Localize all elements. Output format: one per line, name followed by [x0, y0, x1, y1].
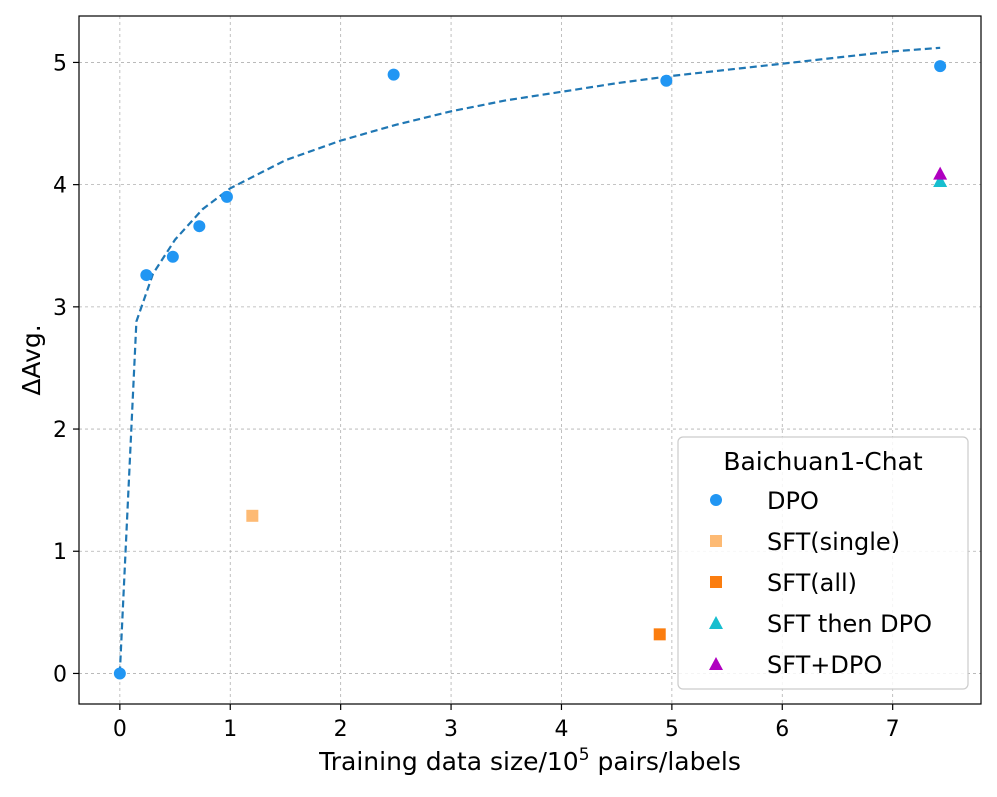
data-point-sft-then-dpo [933, 173, 948, 187]
fit-curve [118, 46, 941, 674]
x-axis-label: Training data size/105 pairs/labels [318, 745, 741, 776]
legend-marker [710, 494, 722, 506]
y-tick-label: 3 [53, 296, 67, 321]
plot-frame [78, 15, 982, 705]
data-point-dpo [140, 269, 153, 282]
data-point-dpo [220, 190, 233, 203]
legend-marker [710, 535, 722, 547]
data-point-sft-single [246, 509, 259, 522]
y-axis-label: ΔAvg. [17, 324, 46, 395]
legend-label: SFT(all) [767, 569, 857, 597]
x-axis-label-main: Training data size/10 [318, 747, 579, 776]
x-tick-label: 1 [223, 717, 237, 742]
data-point-dpo [193, 220, 206, 233]
axis-ticks: 0 1 2 3 4 5 6 7 0 1 2 3 4 5 [53, 51, 900, 742]
x-axis-label-superscript: 5 [579, 745, 590, 765]
x-tick-label: 0 [113, 717, 127, 742]
data-points [113, 60, 948, 680]
y-tick-label: 2 [53, 418, 67, 443]
data-point-dpo [113, 667, 126, 680]
data-point-sft-all [653, 628, 666, 641]
legend-box [677, 436, 969, 690]
fit-curve-layer [118, 46, 941, 674]
grid [79, 16, 981, 704]
legend: Baichuan1-Chat DPO SFT(single) SFT(all) SFT… [677, 436, 969, 690]
y-tick-label: 4 [53, 174, 67, 199]
x-tick-label: 2 [334, 717, 348, 742]
x-tick-label: 5 [665, 717, 679, 742]
y-tick-label: 5 [53, 51, 67, 76]
legend-label: SFT+DPO [767, 651, 882, 679]
data-point-sft-dpo [933, 166, 948, 180]
data-point-dpo [166, 250, 179, 263]
data-point-dpo [387, 68, 400, 81]
legend-label: SFT then DPO [767, 610, 932, 638]
legend-entries: DPO SFT(single) SFT(all) SFT then DPO SFT+DP… [709, 487, 932, 679]
y-tick-label: 1 [53, 540, 67, 565]
legend-marker [709, 657, 723, 670]
data-point-dpo [660, 74, 673, 87]
legend-marker [709, 616, 723, 629]
data-point-dpo [934, 60, 947, 73]
legend-label: DPO [767, 487, 819, 515]
y-tick-label: 0 [53, 662, 67, 687]
x-tick-label: 6 [775, 717, 789, 742]
x-tick-label: 3 [444, 717, 458, 742]
legend-label: SFT(single) [767, 528, 900, 556]
x-axis-label-suffix: pairs/labels [590, 747, 741, 776]
x-tick-label: 4 [554, 717, 568, 742]
legend-title: Baichuan1-Chat [723, 447, 923, 476]
x-tick-label: 7 [886, 717, 900, 742]
legend-marker [710, 576, 722, 588]
